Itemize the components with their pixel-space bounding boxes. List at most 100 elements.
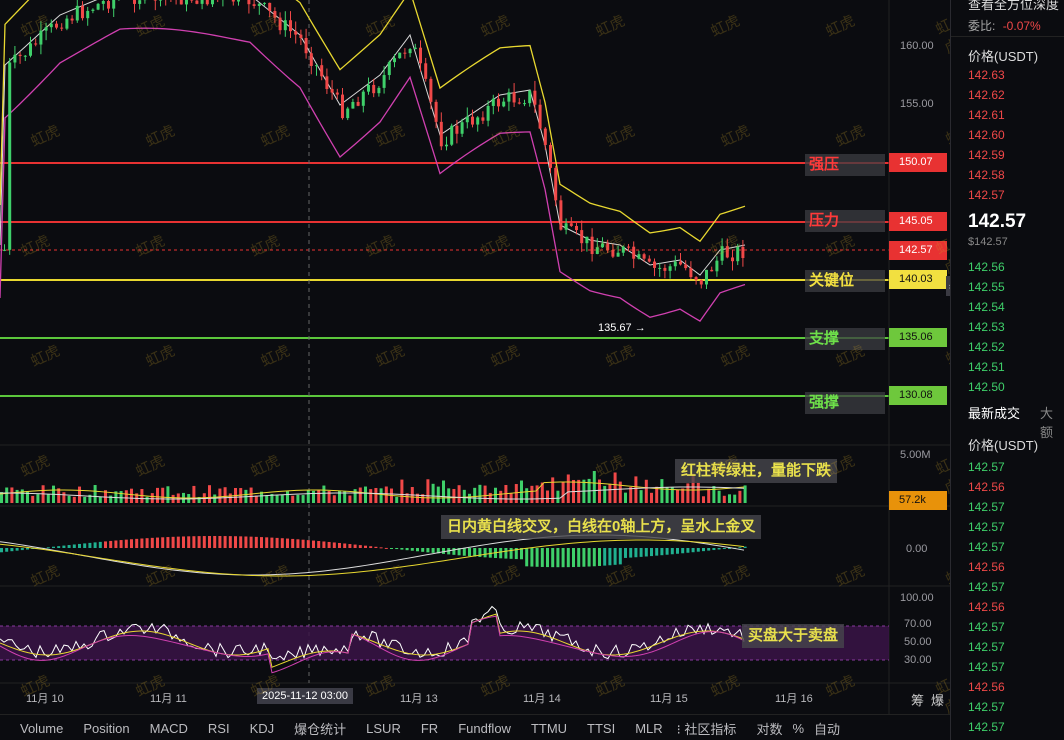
bid-price[interactable]: 142.50	[968, 380, 1005, 394]
tab-fundflow[interactable]: Fundflow	[458, 720, 511, 736]
volume-annotation: 红柱转绿柱，量能下跌	[675, 459, 838, 483]
macd-bar	[405, 548, 409, 551]
macd-bar	[551, 548, 555, 568]
candle-body	[195, 0, 199, 4]
level-label-support: 支撑	[805, 328, 885, 350]
candle-body	[580, 230, 584, 244]
volume-bar	[26, 491, 29, 503]
candle-body	[684, 264, 688, 269]
macd-bar	[670, 548, 674, 555]
candle-body	[455, 125, 459, 134]
macd-bar	[613, 548, 617, 565]
time-label: 11月 14	[523, 693, 561, 705]
volume-bar	[702, 496, 705, 503]
macd-bar	[312, 540, 315, 548]
ask-price[interactable]: 142.63	[968, 68, 1005, 82]
candle-body	[491, 98, 495, 106]
macd-bar	[686, 548, 690, 553]
tab-fr[interactable]: FR	[420, 720, 439, 736]
macd-bar	[78, 543, 81, 548]
volume-bar	[660, 479, 664, 503]
tab-ttsi[interactable]: TTSI	[587, 720, 616, 736]
macd-bar	[374, 546, 378, 548]
tab-percent[interactable]: %	[792, 720, 805, 736]
tab-liquidation-stats[interactable]: 爆仓统计	[294, 721, 347, 737]
candle-body	[705, 269, 708, 285]
tab-auto[interactable]: 自动	[814, 721, 841, 737]
macd-bar	[244, 536, 248, 548]
volume-bar	[436, 486, 440, 503]
trade-row: 142.56	[968, 480, 1005, 494]
panel-collapse-handle[interactable]: ›	[946, 276, 950, 296]
tab-log[interactable]: 对数	[756, 721, 783, 737]
ask-price[interactable]: 142.60	[968, 128, 1005, 142]
candle-body	[611, 250, 615, 257]
tab-macd[interactable]: MACD	[149, 720, 188, 736]
volume-bar	[369, 489, 373, 503]
macd-bar	[707, 548, 711, 551]
price-tag-130: 130.08	[889, 386, 947, 405]
tab-ttmu[interactable]: TTMU	[530, 720, 568, 736]
candle-body	[299, 34, 303, 39]
tab-community-indicators[interactable]: ⁝ 社区指标	[677, 719, 737, 738]
macd-bar	[234, 536, 237, 548]
candle-body	[60, 27, 64, 29]
macd-bar	[301, 539, 305, 548]
time-label: 11月 10	[26, 693, 64, 705]
volume-bar	[145, 496, 149, 503]
ask-price[interactable]: 142.58	[968, 168, 1005, 182]
tab-position[interactable]: Position	[83, 720, 130, 736]
ask-price[interactable]: 142.57	[968, 188, 1005, 202]
tab-large-trades[interactable]: 大额	[1040, 406, 1054, 440]
candle-body	[289, 20, 292, 32]
ask-price[interactable]: 142.62	[968, 88, 1005, 102]
chart-area[interactable]: 160.00 155.00 强压 压力 关键位 支撑 强撑 150.07 145…	[0, 0, 950, 740]
candle-body	[731, 257, 734, 262]
candlestick-chart[interactable]	[0, 0, 950, 740]
volume-bar	[691, 473, 695, 503]
bid-price[interactable]: 142.55	[968, 280, 1005, 294]
macd-bar	[436, 548, 440, 554]
tab-rsi[interactable]: RSI	[207, 720, 230, 736]
volume-bar	[109, 495, 113, 503]
macd-bar	[15, 548, 19, 551]
macd-bar	[343, 543, 347, 548]
tab-kdj[interactable]: KDJ	[249, 720, 275, 736]
macd-bar	[150, 537, 154, 548]
tab-lsur[interactable]: LSUR	[366, 720, 401, 736]
price-tag-150: 150.07	[889, 153, 947, 172]
bid-price[interactable]: 142.53	[968, 320, 1005, 334]
indicator-icon: ⁝	[676, 721, 685, 737]
bid-price[interactable]: 142.51	[968, 360, 1005, 374]
time-label: 11月 13	[400, 693, 438, 705]
macd-bar	[546, 548, 549, 568]
crosshair-time-label: 2025-11-12 03:00	[257, 688, 354, 704]
volume-bar	[5, 487, 9, 503]
macd-bar	[26, 548, 29, 550]
tab-latest-trades[interactable]: 最新成交	[968, 406, 1021, 421]
volume-bar	[535, 485, 539, 503]
price-axis-label: 160.00	[900, 40, 934, 52]
liquidation-icon[interactable]: 爆	[931, 693, 945, 708]
bid-price[interactable]: 142.54	[968, 300, 1005, 314]
candle-body	[517, 102, 521, 104]
depth-header[interactable]: 查看全方位深度	[968, 0, 1060, 12]
volume-bar	[468, 493, 471, 503]
candle-body	[694, 277, 698, 281]
ask-price[interactable]: 142.61	[968, 108, 1005, 122]
macd-bar	[566, 548, 570, 568]
macd-bar	[618, 548, 622, 565]
candle-body	[179, 0, 183, 5]
volume-bar	[228, 493, 232, 503]
candle-body	[741, 246, 745, 259]
chip-icon[interactable]: 筹	[911, 693, 925, 708]
ask-price[interactable]: 142.59	[968, 148, 1005, 162]
tab-volume[interactable]: Volume	[20, 720, 64, 736]
bid-price[interactable]: 142.52	[968, 340, 1005, 354]
bid-price[interactable]: 142.56	[968, 260, 1005, 274]
candle-body	[309, 53, 313, 66]
tab-mlr[interactable]: MLR	[635, 720, 663, 736]
macd-bar	[286, 538, 289, 548]
candle-body	[616, 252, 620, 257]
candle-body	[81, 5, 84, 19]
